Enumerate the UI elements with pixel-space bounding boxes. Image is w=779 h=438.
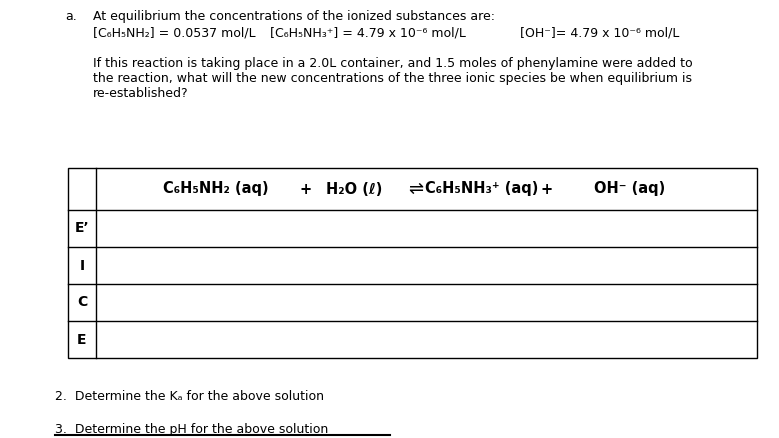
Text: a.: a. (65, 10, 77, 23)
Text: H₂O (ℓ): H₂O (ℓ) (326, 181, 382, 197)
Text: [C₆H₅NH₃⁺] = 4.79 x 10⁻⁶ mol/L: [C₆H₅NH₃⁺] = 4.79 x 10⁻⁶ mol/L (270, 26, 466, 39)
Text: OH⁻ (aq): OH⁻ (aq) (594, 181, 665, 197)
Text: At equilibrium the concentrations of the ionized substances are:: At equilibrium the concentrations of the… (93, 10, 495, 23)
Bar (68, 168, 757, 358)
Text: 2.  Determine the Kₐ for the above solution: 2. Determine the Kₐ for the above soluti… (55, 390, 324, 403)
Text: re-established?: re-established? (93, 87, 189, 100)
Text: E’: E’ (75, 222, 90, 236)
Text: +: + (300, 181, 312, 197)
Text: E: E (77, 332, 86, 346)
Text: [C₆H₅NH₂] = 0.0537 mol/L: [C₆H₅NH₂] = 0.0537 mol/L (93, 26, 256, 39)
Text: ⇌: ⇌ (408, 180, 424, 198)
Text: C₆H₅NH₂ (aq): C₆H₅NH₂ (aq) (164, 181, 269, 197)
Text: +: + (541, 181, 553, 197)
Text: [OH⁻]= 4.79 x 10⁻⁶ mol/L: [OH⁻]= 4.79 x 10⁻⁶ mol/L (520, 26, 679, 39)
Text: C: C (77, 296, 87, 310)
Text: 3.  Determine the pH for the above solution: 3. Determine the pH for the above soluti… (55, 423, 328, 436)
Text: the reaction, what will the new concentrations of the three ionic species be whe: the reaction, what will the new concentr… (93, 72, 692, 85)
Text: C₆H₅NH₃⁺ (aq): C₆H₅NH₃⁺ (aq) (425, 181, 538, 197)
Text: If this reaction is taking place in a 2.0L container, and 1.5 moles of phenylami: If this reaction is taking place in a 2.… (93, 57, 693, 70)
Text: I: I (79, 258, 85, 272)
